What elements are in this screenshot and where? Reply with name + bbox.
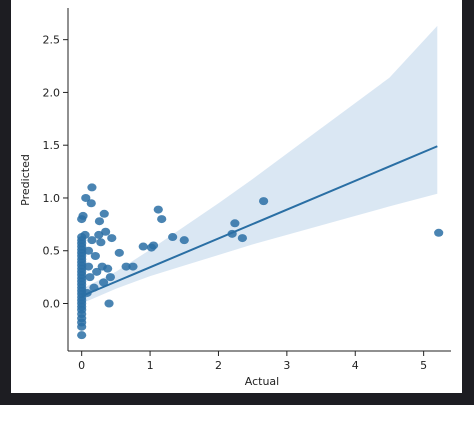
data-point (94, 230, 104, 239)
data-point (81, 193, 91, 202)
x-tick-label: 1 (147, 359, 154, 372)
data-point (99, 209, 109, 218)
data-point (259, 197, 269, 206)
data-point (157, 215, 167, 224)
bottom-strip (0, 405, 474, 429)
x-axis-title: Actual (245, 375, 279, 388)
data-point (179, 236, 189, 245)
y-tick-label: 2.0 (43, 86, 61, 99)
data-point (92, 267, 102, 276)
data-point (121, 262, 131, 271)
data-point (105, 273, 116, 282)
regression-chart: 0 1 2 3 4 5 0.0 0.5 1.0 1.5 2.0 2.5 Actual Predicte… (19, 8, 451, 388)
data-point (237, 234, 248, 243)
data-point (148, 241, 159, 250)
x-tick-label: 3 (283, 359, 290, 372)
data-point (98, 278, 109, 287)
data-point (86, 199, 96, 208)
data-point (138, 242, 148, 251)
y-tick-label: 0.5 (43, 245, 61, 258)
regression-line (81, 145, 438, 298)
data-point (104, 299, 114, 308)
data-point (80, 230, 90, 239)
data-point (107, 234, 117, 243)
data-point (168, 233, 178, 242)
x-tick-label: 5 (420, 359, 427, 372)
data-point (94, 217, 105, 226)
data-point (103, 264, 113, 273)
data-point (114, 248, 124, 257)
data-point (87, 183, 97, 192)
data-point (153, 205, 163, 214)
x-tick-label: 4 (352, 359, 359, 372)
data-point (101, 227, 111, 236)
data-point (83, 246, 94, 255)
data-point (96, 238, 106, 247)
data-point (83, 262, 94, 271)
y-tick-label: 0.0 (43, 298, 61, 311)
y-axis-title: Predicted (19, 154, 32, 206)
data-point (77, 331, 87, 340)
data-point (90, 252, 100, 261)
confidence-band (81, 25, 438, 304)
dark-frame: 0 1 2 3 4 5 0.0 0.5 1.0 1.5 2.0 2.5 Actual Predicte… (0, 0, 474, 405)
data-point (78, 211, 88, 220)
y-tick-label: 1.0 (43, 192, 61, 205)
data-point (128, 262, 138, 271)
data-point (434, 228, 444, 237)
plot-card: 0 1 2 3 4 5 0.0 0.5 1.0 1.5 2.0 2.5 Actual Predicte… (11, 0, 462, 393)
x-tick-label: 2 (215, 359, 222, 372)
data-point (87, 236, 97, 245)
y-tick-label: 2.5 (43, 34, 61, 47)
x-tick-label: 0 (78, 359, 85, 372)
data-point (230, 219, 240, 228)
data-point (85, 273, 95, 282)
y-tick-label: 1.5 (43, 139, 61, 152)
